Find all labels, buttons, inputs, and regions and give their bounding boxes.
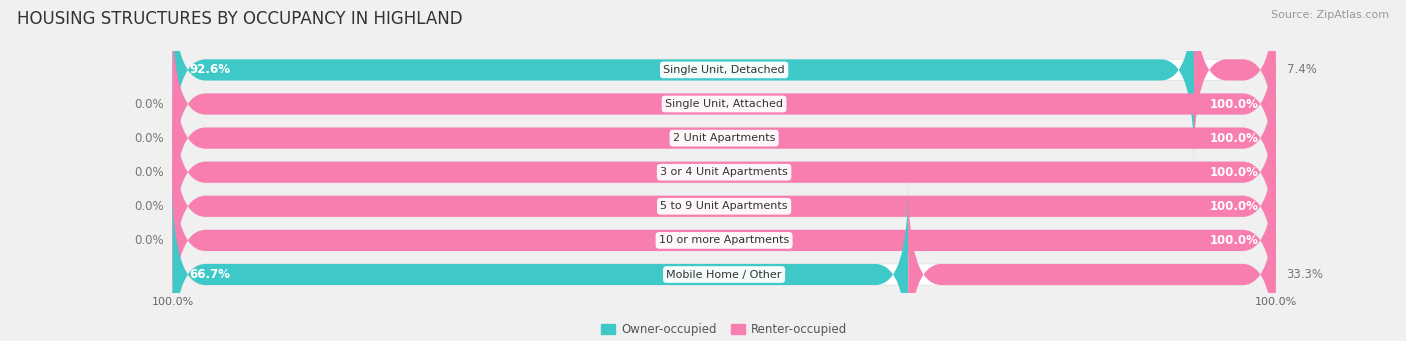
FancyBboxPatch shape [173,46,1275,230]
FancyBboxPatch shape [173,46,1275,230]
FancyBboxPatch shape [173,0,1275,162]
FancyBboxPatch shape [173,183,908,341]
Text: Single Unit, Attached: Single Unit, Attached [665,99,783,109]
Text: 100.0%: 100.0% [1211,200,1258,213]
FancyBboxPatch shape [173,149,1275,332]
Text: 5 to 9 Unit Apartments: 5 to 9 Unit Apartments [661,201,787,211]
Text: 100.0%: 100.0% [1211,98,1258,110]
Text: Single Unit, Detached: Single Unit, Detached [664,65,785,75]
Text: 66.7%: 66.7% [190,268,231,281]
FancyBboxPatch shape [173,0,1194,162]
Text: 0.0%: 0.0% [134,98,163,110]
FancyBboxPatch shape [908,183,1275,341]
Text: 0.0%: 0.0% [134,166,163,179]
FancyBboxPatch shape [173,115,1275,298]
FancyBboxPatch shape [173,183,1275,341]
FancyBboxPatch shape [1194,0,1275,162]
Text: 0.0%: 0.0% [134,200,163,213]
Legend: Owner-occupied, Renter-occupied: Owner-occupied, Renter-occupied [596,318,852,341]
Text: Mobile Home / Other: Mobile Home / Other [666,269,782,280]
Text: 10 or more Apartments: 10 or more Apartments [659,235,789,246]
Text: 100.0%: 100.0% [1211,234,1258,247]
Text: 100.0%: 100.0% [1211,166,1258,179]
FancyBboxPatch shape [173,12,1275,196]
Text: 7.4%: 7.4% [1286,63,1316,76]
Text: 33.3%: 33.3% [1286,268,1323,281]
Text: HOUSING STRUCTURES BY OCCUPANCY IN HIGHLAND: HOUSING STRUCTURES BY OCCUPANCY IN HIGHL… [17,10,463,28]
FancyBboxPatch shape [173,80,1275,264]
Text: 0.0%: 0.0% [134,132,163,145]
FancyBboxPatch shape [173,12,1275,196]
Text: 3 or 4 Unit Apartments: 3 or 4 Unit Apartments [661,167,787,177]
FancyBboxPatch shape [173,80,1275,264]
FancyBboxPatch shape [173,149,1275,332]
Text: 100.0%: 100.0% [1211,132,1258,145]
FancyBboxPatch shape [173,115,1275,298]
Text: Source: ZipAtlas.com: Source: ZipAtlas.com [1271,10,1389,20]
Text: 2 Unit Apartments: 2 Unit Apartments [673,133,775,143]
Text: 92.6%: 92.6% [190,63,231,76]
Text: 0.0%: 0.0% [134,234,163,247]
